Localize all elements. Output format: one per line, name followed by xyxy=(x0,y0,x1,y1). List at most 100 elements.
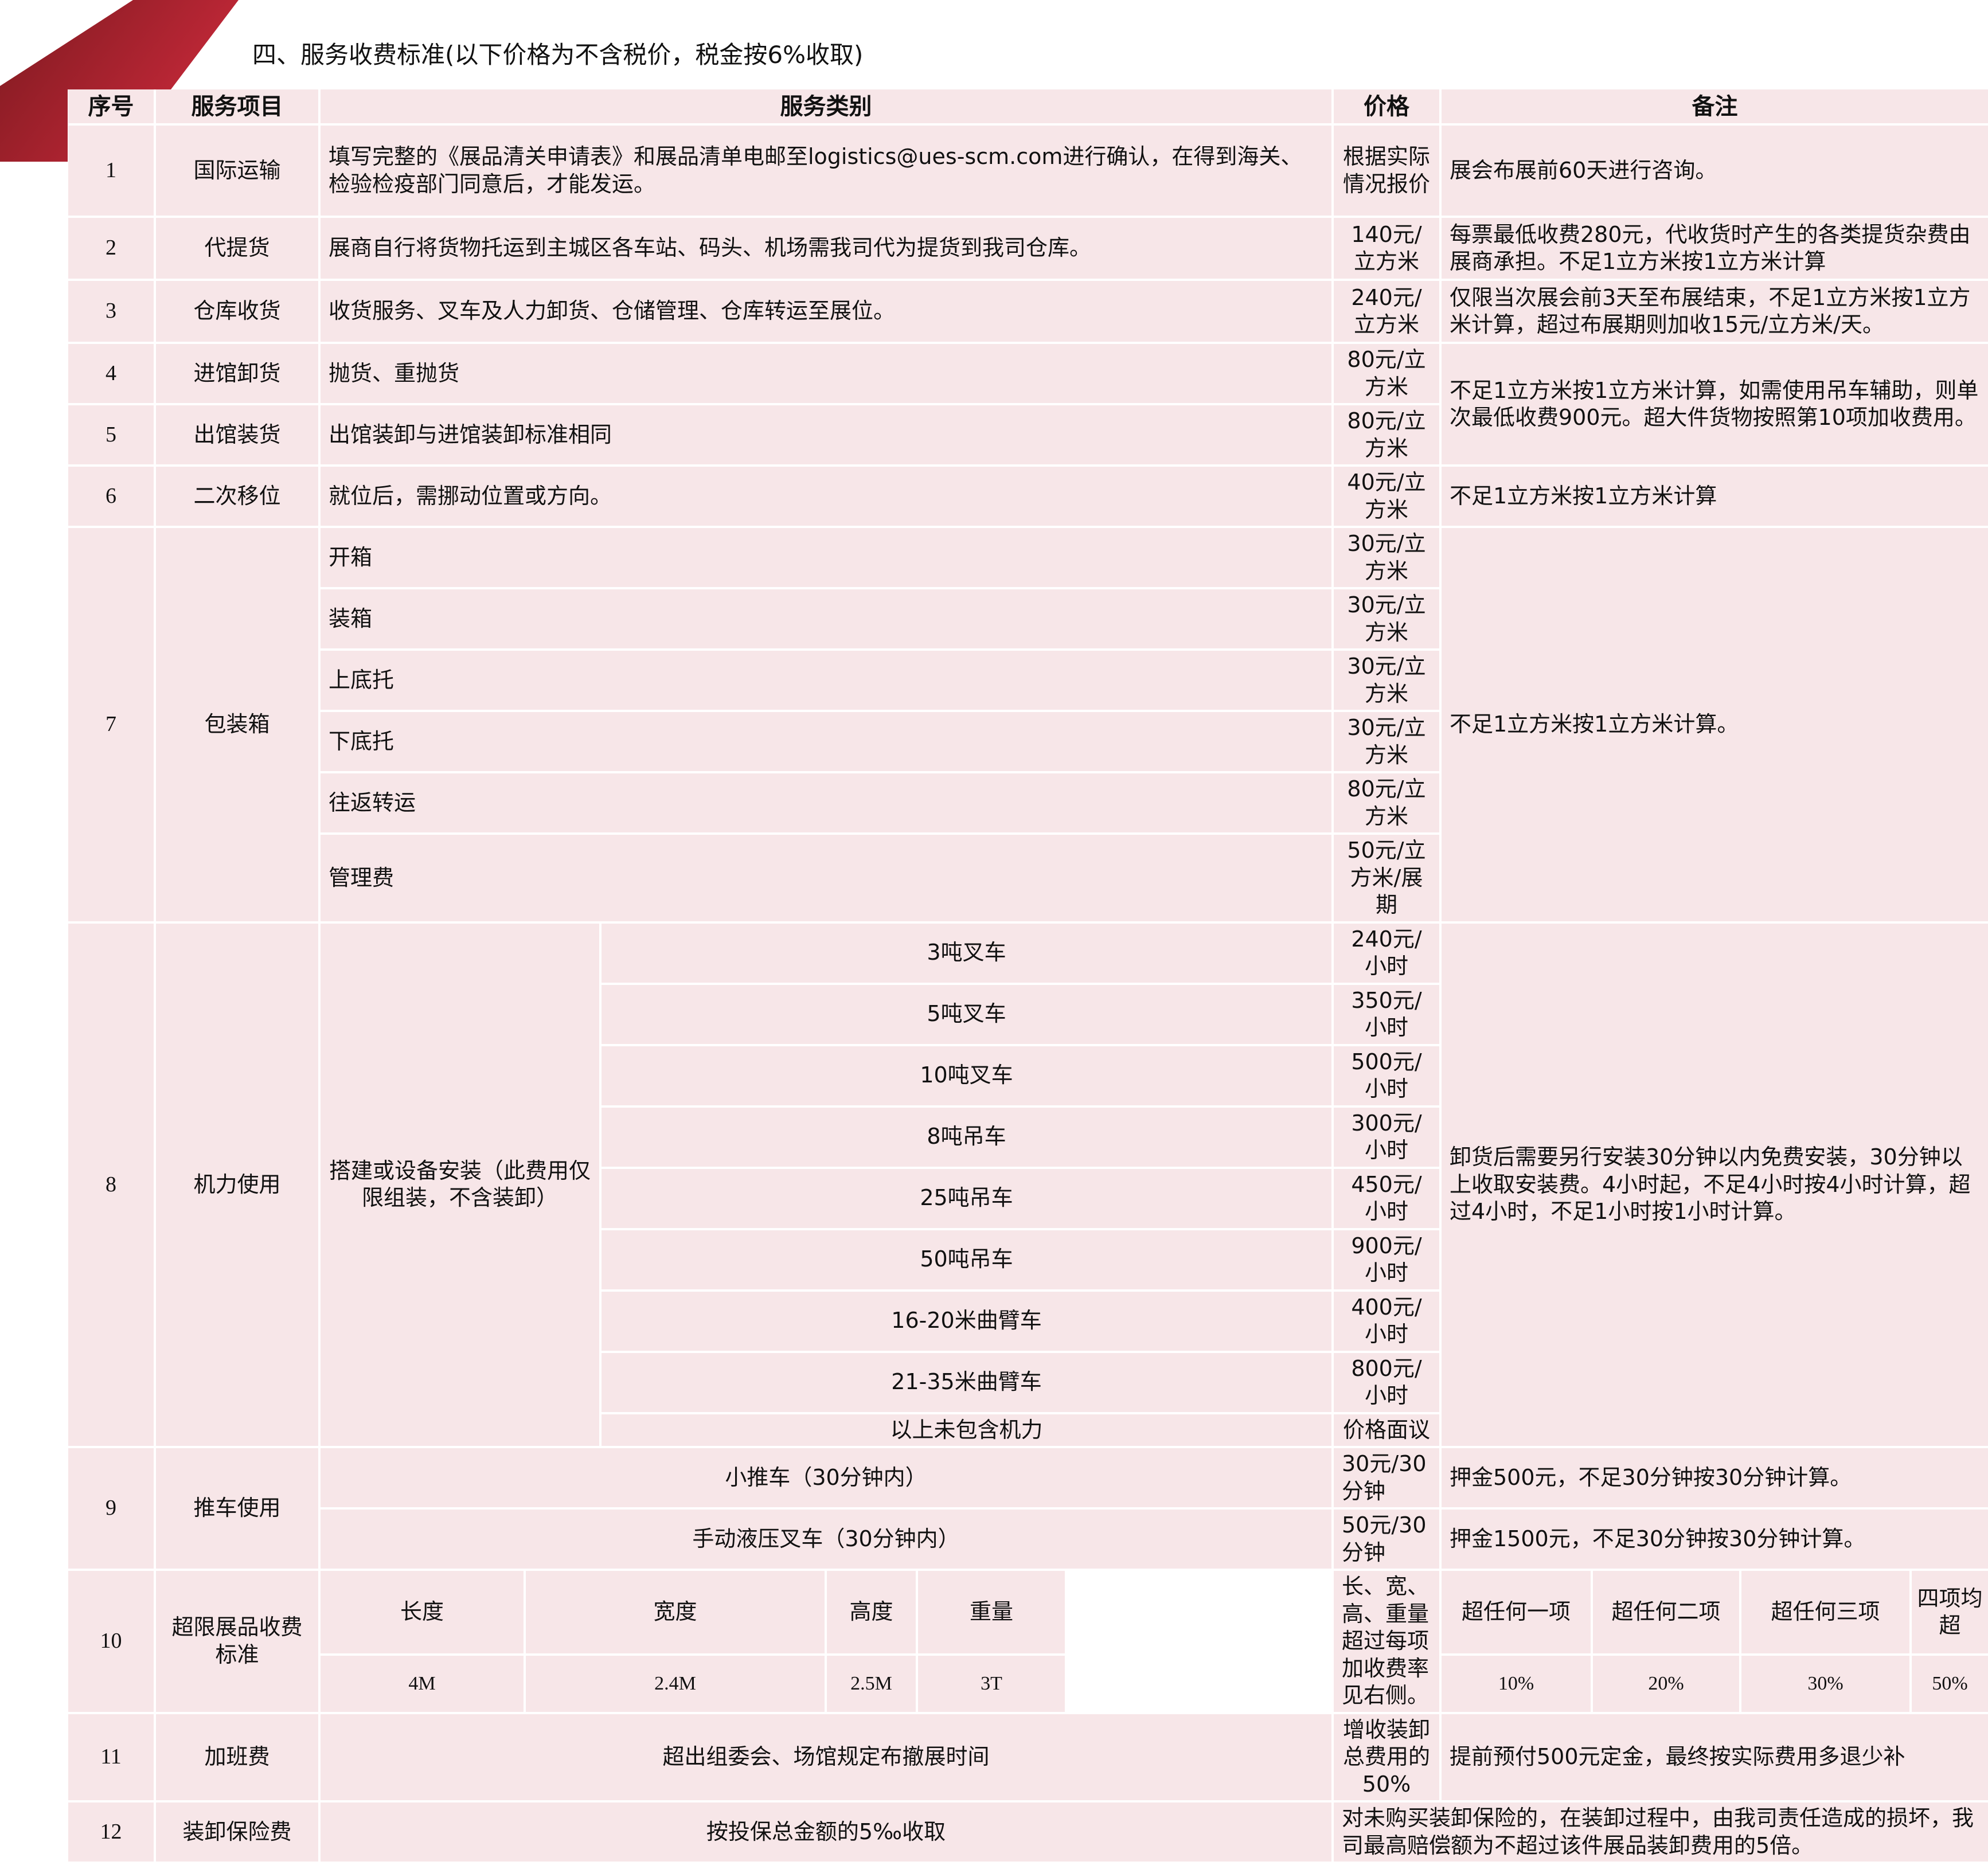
sub-category: 管理费 xyxy=(321,835,1331,921)
sub-price: 30元/30分钟 xyxy=(1334,1448,1439,1507)
machine-type: 8吨吊车 xyxy=(602,1107,1331,1167)
row-note: 不足1立方米按1立方米计算，如需使用吊车辅助，则单次最低收费900元。超大件货物… xyxy=(1442,344,1988,464)
row-note: 不足1立方米按1立方米计算 xyxy=(1442,467,1988,526)
row-item: 装卸保险费 xyxy=(156,1802,318,1862)
row-no: 8 xyxy=(68,923,154,1446)
dim-value-width: 2.4M xyxy=(526,1656,825,1712)
row-note: 仅限当次展会前3天至布展结束，不足1立方米按1立方米计算，超过布展期则加收15元… xyxy=(1442,281,1988,342)
row-category: 就位后，需挪动位置或方向。 xyxy=(321,467,1331,526)
sub-category: 开箱 xyxy=(321,528,1331,587)
row-price: 80元/立方米 xyxy=(1334,405,1439,464)
machine-type: 10吨叉车 xyxy=(602,1046,1331,1105)
rate-value: 10% xyxy=(1442,1656,1591,1712)
sub-category: 下底托 xyxy=(321,712,1331,771)
row-no: 7 xyxy=(68,528,154,921)
machine-type: 以上未包含机力 xyxy=(602,1414,1331,1446)
dim-value-height: 2.5M xyxy=(827,1656,916,1712)
row-no: 11 xyxy=(68,1714,154,1800)
row-note: 不足1立方米按1立方米计算。 xyxy=(1442,528,1988,921)
row-note: 提前预付500元定金，最终按实际费用多退少补 xyxy=(1442,1714,1988,1800)
row-item: 仓库收货 xyxy=(156,281,318,342)
rate-label: 超任何二项 xyxy=(1593,1571,1739,1654)
rate-value: 30% xyxy=(1741,1656,1909,1712)
row-category: 展商自行将货物托运到主城区各车站、码头、机场需我司代为提货到我司仓库。 xyxy=(321,218,1331,279)
row-item: 超限展品收费标准 xyxy=(156,1571,318,1712)
machine-price: 450元/小时 xyxy=(1334,1168,1439,1228)
row-price: 80元/立方米 xyxy=(1334,344,1439,403)
row-item: 出馆装货 xyxy=(156,405,318,464)
dim-label-length: 长度 xyxy=(321,1571,524,1654)
row-note: 对未购买装卸保险的，在装卸过程中，由我司责任造成的损坏，我司最高赔偿额为不超过该… xyxy=(1334,1802,1988,1862)
sub-category: 手动液压叉车（30分钟内） xyxy=(321,1510,1331,1569)
row-no: 10 xyxy=(68,1571,154,1712)
header-note: 备注 xyxy=(1442,89,1988,123)
row-price: 根据实际情况报价 xyxy=(1334,126,1439,216)
row-no: 12 xyxy=(68,1802,154,1862)
dim-label-weight: 重量 xyxy=(918,1571,1065,1654)
sub-price: 30元/立方米 xyxy=(1334,589,1439,648)
row-item: 机力使用 xyxy=(156,923,318,1446)
machine-price: 300元/小时 xyxy=(1334,1107,1439,1167)
machine-type: 3吨叉车 xyxy=(602,923,1331,983)
rate-value: 20% xyxy=(1593,1656,1739,1712)
rate-label: 超任何一项 xyxy=(1442,1571,1591,1654)
sub-price: 50元/立方米/展期 xyxy=(1334,835,1439,921)
header-no: 序号 xyxy=(68,89,154,123)
sub-category: 上底托 xyxy=(321,651,1331,710)
row-item: 进馆卸货 xyxy=(156,344,318,403)
rate-label: 四项均超 xyxy=(1912,1571,1988,1654)
machine-price: 800元/小时 xyxy=(1334,1352,1439,1412)
row-price: 40元/立方米 xyxy=(1334,467,1439,526)
sub-note: 押金1500元，不足30分钟按30分钟计算。 xyxy=(1442,1510,1988,1569)
header-category: 服务类别 xyxy=(321,89,1331,123)
sub-category: 小推车（30分钟内） xyxy=(321,1448,1331,1507)
row-category: 搭建或设备安装（此费用仅限组装，不含装卸） xyxy=(321,923,599,1446)
row-category: 抛货、重抛货 xyxy=(321,344,1331,403)
sub-price: 30元/立方米 xyxy=(1334,712,1439,771)
row-no: 6 xyxy=(68,467,154,526)
machine-type: 5吨叉车 xyxy=(602,984,1331,1044)
dim-label-width: 宽度 xyxy=(526,1571,825,1654)
row-no: 5 xyxy=(68,405,154,464)
row-item: 代提货 xyxy=(156,218,318,279)
machine-price: 400元/小时 xyxy=(1334,1291,1439,1351)
sub-price: 80元/立方米 xyxy=(1334,773,1439,832)
machine-price: 500元/小时 xyxy=(1334,1046,1439,1105)
row-price: 长、宽、高、重量超过每项加收费率见右侧。 xyxy=(1334,1571,1439,1712)
machine-price: 350元/小时 xyxy=(1334,984,1439,1044)
row-no: 2 xyxy=(68,218,154,279)
row-no: 1 xyxy=(68,126,154,216)
sub-price: 50元/30分钟 xyxy=(1334,1510,1439,1569)
sub-price: 30元/立方米 xyxy=(1334,528,1439,587)
machine-type: 16-20米曲臂车 xyxy=(602,1291,1331,1351)
row-note: 每票最低收费280元，代收货时产生的各类提货杂费由展商承担。不足1立方米按1立方… xyxy=(1442,218,1988,279)
sub-category: 装箱 xyxy=(321,589,1331,648)
row-category: 填写完整的《展品清关申请表》和展品清单电邮至logistics@ues-scm.… xyxy=(321,126,1331,216)
dim-value-length: 4M xyxy=(321,1656,524,1712)
rate-label: 超任何三项 xyxy=(1741,1571,1909,1654)
row-item: 国际运输 xyxy=(156,126,318,216)
machine-price: 900元/小时 xyxy=(1334,1230,1439,1289)
row-note: 卸货后需要另行安装30分钟以内免费安装，30分钟以上收取安装费。4小时起，不足4… xyxy=(1442,923,1988,1446)
sub-note: 押金500元，不足30分钟按30分钟计算。 xyxy=(1442,1448,1988,1507)
row-category: 按投保总金额的5‰收取 xyxy=(321,1802,1331,1862)
row-item: 包装箱 xyxy=(156,528,318,921)
header-price: 价格 xyxy=(1334,89,1439,123)
row-category: 收货服务、叉车及人力卸货、仓储管理、仓库转运至展位。 xyxy=(321,281,1331,342)
row-price: 240元/立方米 xyxy=(1334,281,1439,342)
row-item: 二次移位 xyxy=(156,467,318,526)
sub-category: 往返转运 xyxy=(321,773,1331,832)
row-item: 加班费 xyxy=(156,1714,318,1800)
header-item: 服务项目 xyxy=(156,89,318,123)
rate-value: 50% xyxy=(1912,1656,1988,1712)
machine-type: 21-35米曲臂车 xyxy=(602,1352,1331,1412)
row-no: 9 xyxy=(68,1448,154,1569)
row-item: 推车使用 xyxy=(156,1448,318,1569)
dim-value-weight: 3T xyxy=(918,1656,1065,1712)
row-category: 超出组委会、场馆规定布撤展时间 xyxy=(321,1714,1331,1800)
fee-table: 序号 服务项目 服务类别 价格 备注 1 国际运输 填写完整的《展品清关申请表》… xyxy=(68,89,1988,1873)
dim-label-height: 高度 xyxy=(827,1571,916,1654)
row-price: 增收装卸总费用的50% xyxy=(1334,1714,1439,1800)
machine-price: 240元/小时 xyxy=(1334,923,1439,983)
machine-price: 价格面议 xyxy=(1334,1414,1439,1446)
